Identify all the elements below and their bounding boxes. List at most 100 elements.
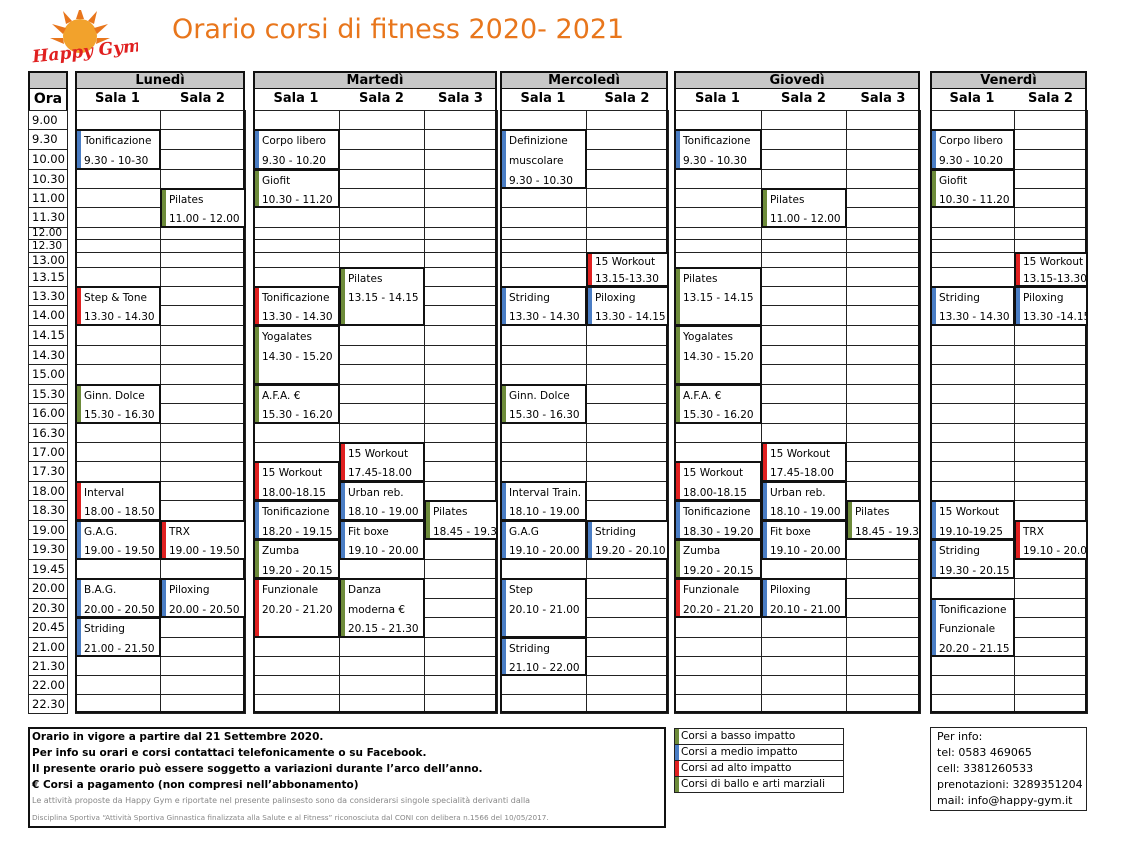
- course-block[interactable]: Pilates 18.45 - 19.30: [424, 500, 498, 540]
- legend-item-low: Corsi a basso impatto: [674, 728, 844, 745]
- legend-color-swatch: [675, 729, 679, 744]
- course-block[interactable]: 15 Workout 13.15-13.30: [1014, 252, 1088, 287]
- course-block[interactable]: Tonificazione 9.30 - 10.30: [674, 129, 762, 170]
- course-block[interactable]: Striding 19.30 - 20.15: [930, 539, 1015, 579]
- course-block[interactable]: Striding 19.20 - 20.10: [586, 520, 669, 560]
- legend-item-medium: Corsi a medio impatto: [674, 744, 844, 761]
- course-block[interactable]: Ginn. Dolce 15.30 - 16.30: [75, 384, 161, 424]
- impact-color-bar: [77, 288, 81, 324]
- impact-color-bar: [255, 463, 259, 499]
- time-slot: 15.30: [28, 384, 68, 404]
- course-block[interactable]: A.F.A. € 15.30 - 16.20: [674, 384, 762, 424]
- empty-cell: [586, 694, 669, 714]
- course-block[interactable]: Funzionale 20.20 - 21.20: [674, 578, 762, 618]
- day-header: Venerdì: [931, 72, 1086, 89]
- course-block[interactable]: Tonificazione 18.30 - 19.20: [674, 500, 762, 540]
- course-block[interactable]: Giofit 10.30 - 11.20: [930, 169, 1015, 208]
- course-block[interactable]: B.A.G. 20.00 - 20.50: [75, 578, 161, 618]
- course-block[interactable]: Interval 18.00 - 18.50: [75, 481, 161, 521]
- course-block[interactable]: Tonificazione 18.20 - 19.15: [253, 500, 340, 540]
- course-block[interactable]: Giofit 10.30 - 11.20: [253, 169, 340, 208]
- course-block[interactable]: Pilates 11.00 - 12.00: [160, 188, 246, 228]
- course-block[interactable]: Striding 13.30 - 14.30: [930, 286, 1015, 326]
- course-name: Zumba: [262, 545, 300, 557]
- impact-color-bar: [255, 580, 259, 636]
- course-block[interactable]: 15 Workout 13.15-13.30: [586, 252, 669, 287]
- course-block[interactable]: Funzionale 20.20 - 21.20: [253, 578, 340, 638]
- course-block[interactable]: G.A.G 19.10 - 20.00: [500, 520, 587, 560]
- course-block[interactable]: Piloxing 20.10 - 21.00: [761, 578, 847, 618]
- course-block[interactable]: Yogalates 14.30 - 15.20: [253, 325, 340, 385]
- course-block[interactable]: 15 Workout 18.00-18.15: [253, 461, 340, 501]
- course-block[interactable]: Striding 21.10 - 22.00: [500, 637, 587, 676]
- room-header: Sala 2: [781, 91, 826, 106]
- time-slot: 16.30: [28, 423, 68, 443]
- course-block[interactable]: Danza moderna € 20.15 - 21.30: [339, 578, 425, 638]
- course-time: 20.20 - 21.20: [262, 603, 333, 616]
- day-header: Martedì: [254, 72, 496, 89]
- course-time: 18.45 - 19.30: [433, 525, 498, 538]
- course-block[interactable]: 15 Workout 17.45-18.00: [761, 442, 847, 482]
- impact-color-bar: [255, 502, 259, 538]
- course-block[interactable]: Tonificazione Funzionale 20.20 - 21.15: [930, 598, 1015, 657]
- impact-color-bar: [588, 288, 592, 324]
- course-block[interactable]: Interval Train. 18.10 - 19.00: [500, 481, 587, 521]
- course-name: Fit boxe: [770, 525, 811, 538]
- time-slot: 10.00: [28, 149, 68, 170]
- course-name: Tonificazione: [683, 135, 751, 147]
- course-block[interactable]: Piloxing 13.30 -14.15: [1014, 286, 1088, 326]
- impact-color-bar: [162, 522, 166, 558]
- course-name: Yogalates: [683, 331, 733, 343]
- course-block[interactable]: Zumba 19.20 - 20.15: [674, 539, 762, 579]
- course-block[interactable]: 15 Workout 17.45-18.00: [339, 442, 425, 482]
- course-name: Pilates: [855, 506, 890, 518]
- course-block[interactable]: Zumba 19.20 - 20.15: [253, 539, 340, 579]
- course-block[interactable]: A.F.A. € 15.30 - 16.20: [253, 384, 340, 424]
- course-block[interactable]: TRX 19.00 - 19.50: [160, 520, 246, 560]
- course-name: Piloxing: [595, 291, 636, 304]
- impact-color-bar: [255, 171, 259, 206]
- course-block[interactable]: Striding 13.30 - 14.30: [500, 286, 587, 326]
- course-block[interactable]: TRX 19.10 - 20.00: [1014, 520, 1088, 560]
- course-name: Funzionale: [683, 584, 740, 596]
- time-slot: 18.30: [28, 500, 68, 521]
- course-block[interactable]: Tonificazione 13.30 - 14.30: [253, 286, 340, 326]
- course-name: Tonificazione: [84, 135, 152, 147]
- course-block[interactable]: Fit boxe 19.10 - 20.00: [761, 520, 847, 560]
- course-block[interactable]: Piloxing 13.30 - 14.15: [586, 286, 669, 326]
- course-block[interactable]: Urban reb. 18.10 - 19.00: [339, 481, 425, 521]
- course-time: 15.30 - 16.30: [509, 409, 580, 421]
- room-header: Sala 2: [359, 91, 404, 106]
- course-block[interactable]: 15 Workout 19.10-19.25: [930, 500, 1015, 540]
- course-time: 21.10 - 22.00: [509, 661, 580, 674]
- course-block[interactable]: Tonificazione 9.30 - 10-30: [75, 129, 161, 170]
- course-name: Striding: [595, 525, 636, 538]
- course-block[interactable]: Pilates 13.15 - 14.15: [674, 267, 762, 326]
- course-block[interactable]: Corpo libero 9.30 - 10.20: [253, 129, 340, 170]
- course-block[interactable]: Piloxing 20.00 - 20.50: [160, 578, 246, 618]
- course-block[interactable]: Definizione muscolare 9.30 - 10.30: [500, 129, 587, 189]
- empty-cell: [1014, 694, 1088, 714]
- course-block[interactable]: Urban reb. 18.10 - 19.00: [761, 481, 847, 521]
- course-block[interactable]: Step & Tone 13.30 - 14.30: [75, 286, 161, 326]
- course-block[interactable]: Corpo libero 9.30 - 10.20: [930, 129, 1015, 170]
- course-block[interactable]: G.A.G. 19.00 - 19.50: [75, 520, 161, 560]
- time-slot: 13.15: [28, 267, 68, 287]
- course-block[interactable]: Pilates 18.45 - 19.30: [846, 500, 921, 540]
- impact-color-bar: [1016, 254, 1020, 285]
- course-block[interactable]: Yogalates 14.30 - 15.20: [674, 325, 762, 385]
- course-time: 18.45 - 19.30: [855, 525, 921, 538]
- course-block[interactable]: 15 Workout 18.00-18.15: [674, 461, 762, 501]
- course-block[interactable]: Pilates 13.15 - 14.15: [339, 267, 425, 326]
- course-time: 13.15-13.30: [1023, 272, 1087, 285]
- course-block[interactable]: Step 20.10 - 21.00: [500, 578, 587, 638]
- course-block[interactable]: Ginn. Dolce 15.30 - 16.30: [500, 384, 587, 424]
- room-header: Sala 2: [1028, 91, 1073, 106]
- impact-color-bar: [763, 580, 767, 616]
- course-block[interactable]: Striding 21.00 - 21.50: [75, 617, 161, 657]
- info-line: Orario in vigore a partire dal 21 Settem…: [32, 731, 324, 743]
- course-block[interactable]: Fit boxe 19.10 - 20.00: [339, 520, 425, 560]
- course-name: 15 Workout: [262, 467, 323, 479]
- course-block[interactable]: Pilates 11.00 - 12.00: [761, 188, 847, 228]
- impact-color-bar: [763, 522, 767, 558]
